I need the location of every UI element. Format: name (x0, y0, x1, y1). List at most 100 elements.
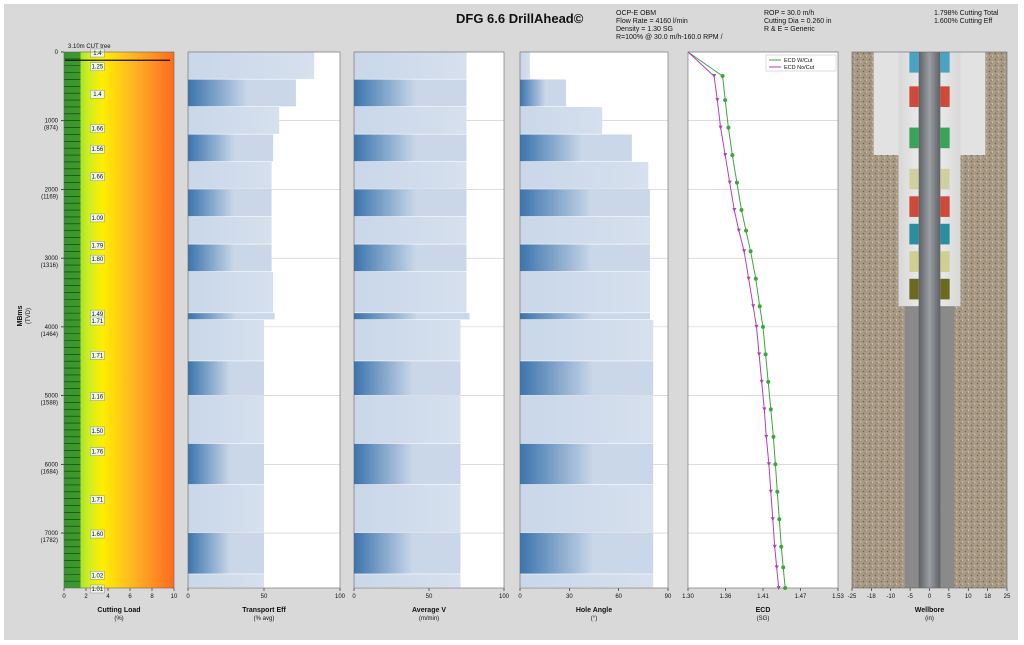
ecd-legend-box (765, 54, 837, 72)
ecd-point-with-cut (771, 434, 776, 439)
cutting-load-tag (90, 90, 105, 99)
bar-hole-angle (520, 244, 650, 272)
x-tick-label: 90 (665, 594, 672, 600)
panel-border-ecd (687, 51, 839, 589)
ecd-point-no-cut (774, 565, 779, 570)
cutting-load-label: 1.16 (92, 395, 104, 401)
x-tick-label: 10 (171, 594, 178, 600)
ecd-point-with-cut (739, 208, 744, 213)
x-tick-label: 0 (352, 594, 356, 600)
rop-info-3: R & E = Generic (764, 26, 815, 33)
x-tick-label: 18 (984, 594, 991, 600)
wellbore-bha-section (940, 127, 950, 149)
cutting-load-tag (90, 495, 105, 504)
ecd-point-no-cut (751, 304, 756, 309)
rop-info-1: ROP = 30.0 m/h (764, 10, 815, 17)
cutting-load-tag (90, 62, 105, 71)
x-tick-label: 50 (426, 594, 433, 600)
bar-hole-angle (520, 395, 654, 444)
ecd-point-with-cut (779, 544, 784, 549)
bar-hole-angle (520, 52, 530, 79)
depth-tick-label: 3000 (45, 256, 59, 262)
wellbore-bha-section (940, 168, 950, 190)
x-tick-label: 4 (106, 594, 110, 600)
ecd-point-no-cut (768, 489, 773, 494)
cutting-load-label: 1.50 (92, 429, 104, 435)
depth-tick-label: 0 (55, 50, 59, 56)
panel-border-transport-eff (187, 51, 341, 589)
depth-tvd-label: (1464) (41, 332, 58, 338)
cutting-load-label: 1.49 (92, 312, 104, 318)
x-tick-label: 25 (1004, 594, 1011, 600)
x-tick-label: 2 (84, 594, 88, 600)
depth-tick-label: 6000 (45, 462, 59, 468)
ecd-point-with-cut (730, 153, 735, 158)
x-tick-label: 5 (947, 594, 951, 600)
x-tick-label: 1.36 (720, 594, 732, 600)
wellbore-bha-section (909, 86, 919, 107)
ecd-point-with-cut (763, 352, 768, 357)
bar-transport-eff (188, 134, 274, 162)
ecd-point-with-cut (775, 489, 780, 494)
x-tick-label: 1.53 (832, 594, 844, 600)
cutting-load-tag (90, 426, 105, 436)
cutting-info-2: 1.600% Cutting Eff (934, 18, 993, 25)
cutting-load-label: 1.01 (92, 587, 104, 593)
panel-border-hole-angle (519, 51, 669, 589)
wellbore-bha-section (909, 223, 919, 245)
cutting-load-tag (90, 145, 105, 154)
ecd-point-with-cut (734, 180, 739, 185)
bar-transport-eff (188, 484, 264, 533)
ecd-point-no-cut (770, 517, 775, 522)
bar-hole-angle (520, 189, 650, 217)
cutting-load-annotation: 3.10m CUT tree (68, 44, 111, 50)
x-tick-label: 60 (615, 594, 622, 600)
depth-tvd-label: (1169) (41, 194, 58, 200)
ecd-point-no-cut (772, 544, 777, 549)
ecd-point-with-cut (768, 407, 773, 412)
bar-transport-eff (188, 216, 272, 244)
depth-tick-label: 4000 (45, 325, 59, 331)
bar-transport-eff (188, 52, 315, 79)
x-tick-label: 1.41 (757, 594, 769, 600)
bar-hole-angle (520, 271, 650, 313)
cutting-load-tag (90, 351, 105, 360)
x-tick-label: -10 (886, 594, 895, 600)
wellbore-cement-right (960, 52, 986, 156)
ecd-point-with-cut (777, 517, 782, 522)
fluid-info-1: OCP-E OBM (616, 10, 657, 17)
fluid-info-2: Flow Rate = 4160 l/min (616, 18, 688, 25)
x-tick-label: 10 (965, 594, 972, 600)
x-axis-label: Transport Eff (242, 607, 286, 614)
cutting-load-label: 1.4 (93, 92, 102, 98)
bar-average-v (354, 189, 467, 217)
ecd-point-with-cut (723, 98, 728, 103)
panel-border-average-v (353, 51, 505, 589)
ecd-point-no-cut (766, 462, 771, 467)
bar-average-v (354, 313, 470, 320)
cutting-load-tag (90, 316, 105, 326)
bar-average-v (354, 134, 467, 162)
panel-border-cutting-load (63, 51, 175, 589)
depth-tvd-label: (1684) (41, 469, 58, 475)
cutting-load-tag (90, 447, 105, 456)
bar-average-v (354, 320, 461, 361)
x-tick-label: 8 (150, 594, 154, 600)
wellbore-bha-section (909, 127, 919, 149)
bar-hole-angle (520, 361, 654, 395)
chart-title: DFG 6.6 DrillAhead© (456, 11, 584, 26)
chart-frame: 3.10m CUT tree 1.4 1.25 1.4 1.66 1.56 1.66 1.09… (4, 4, 1018, 640)
fluid-info-4: R=100% @ 30.0 m/h-160.0 RPM / (616, 34, 723, 41)
bar-hole-angle (520, 106, 603, 134)
wellbore-bha-section (909, 251, 919, 272)
wellbore-bha-section (940, 196, 950, 217)
bar-hole-angle (520, 313, 650, 320)
cutting-load-label: 1.76 (92, 450, 104, 456)
ecd-series-line-0 (687, 51, 786, 589)
ecd-point-with-cut (757, 304, 762, 309)
drilling-chart: 3.10m CUT tree1.41.251.41.661.561.661.09… (17, 44, 1011, 622)
wellbore-bha-section (909, 168, 919, 190)
bar-average-v (354, 161, 467, 189)
bar-hole-angle (520, 443, 654, 485)
ecd-point-no-cut (742, 249, 747, 254)
